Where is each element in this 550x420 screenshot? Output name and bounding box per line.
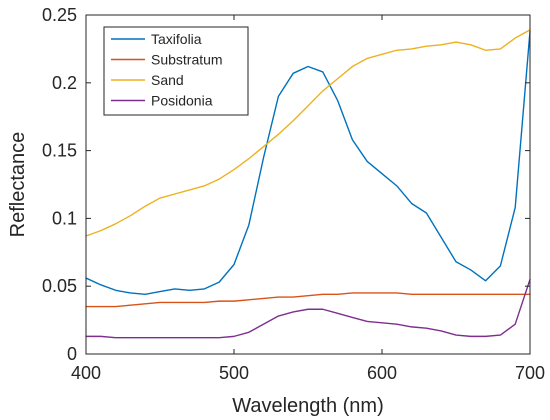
y-tick-label: 0.1 (52, 208, 77, 228)
legend-label-taxifolia: Taxifolia (151, 31, 202, 47)
y-tick-label: 0.05 (42, 276, 77, 296)
legend-label-substratum: Substratum (151, 52, 223, 68)
series-line-sand (85, 29, 531, 237)
y-tick-label: 0 (67, 344, 77, 364)
series-line-taxifolia (85, 30, 531, 296)
x-tick-label: 700 (515, 363, 545, 383)
legend-label-sand: Sand (151, 72, 184, 88)
y-tick-label: 0.15 (42, 141, 77, 161)
y-tick-label: 0.2 (52, 73, 77, 93)
legend-label-posidonia: Posidonia (151, 93, 213, 109)
x-axis-title: Wavelength (nm) (232, 395, 384, 417)
x-tick-label: 600 (367, 363, 397, 383)
x-tick-label: 400 (71, 363, 101, 383)
series-line-posidonia (85, 278, 531, 339)
y-tick-label: 0.25 (42, 5, 77, 25)
series-line-substratum (85, 292, 531, 308)
x-tick-label: 500 (219, 363, 249, 383)
axes-box (85, 14, 531, 355)
y-axis-title: Reflectance (7, 132, 29, 238)
